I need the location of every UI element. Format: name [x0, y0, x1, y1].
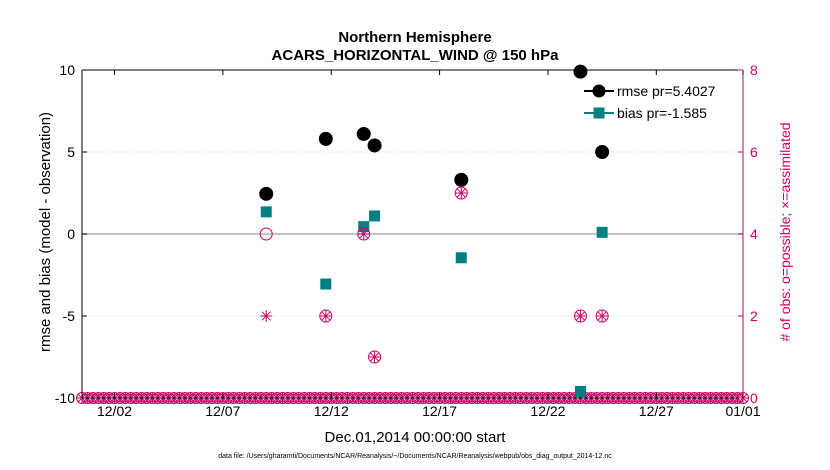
x-tick-label: 12/22 — [530, 403, 565, 419]
bias-point — [596, 226, 608, 238]
obs-assimilated-point — [319, 310, 332, 322]
obs-assimilated-point-stroke — [456, 188, 466, 198]
chart-title: Northern Hemisphere — [338, 29, 491, 46]
y-tick-label-right: 0 — [750, 390, 758, 406]
x-axis-label: Dec.01,2014 00:00:00 start — [325, 429, 507, 446]
y-axis-label-left: rmse and bias (model - observation) — [37, 112, 54, 352]
x-tick-label: 01/01 — [725, 403, 760, 419]
obs-assimilated-point-stroke — [261, 311, 271, 321]
obs-assimilated-point — [260, 310, 273, 322]
bias-point — [358, 221, 370, 233]
obs-assimilated-point-stroke — [369, 352, 380, 362]
legend-bias-marker — [593, 107, 605, 119]
y-tick-label-left: 0 — [67, 226, 75, 242]
series-obs_assimilated — [260, 187, 609, 363]
legend-rmse-marker — [592, 84, 606, 98]
obs-possible-point — [259, 227, 273, 241]
obs-assimilated-point — [368, 351, 381, 363]
series-bias — [260, 206, 608, 397]
y-tick-label-right: 6 — [750, 144, 758, 160]
rmse-point — [595, 145, 610, 159]
obs-assimilated-point — [357, 228, 370, 240]
data-file-caption: data file: /Users/gharamti/Documents/NCA… — [218, 453, 612, 460]
series-rmse — [259, 64, 610, 201]
y-axis-label-right: # of obs: o=possible; ×=assimilated — [777, 122, 793, 341]
x-tick-label: 12/17 — [422, 403, 457, 419]
y-tick-label-right: 4 — [750, 226, 758, 242]
obs-assimilated-point — [596, 310, 609, 322]
y-tick-label-right: 2 — [750, 308, 758, 324]
obs-assimilated-point-stroke — [575, 311, 586, 321]
rmse-point — [259, 186, 274, 201]
y-tick-label-left: 10 — [59, 62, 75, 78]
obs-assimilated-point-stroke — [321, 311, 331, 321]
axes-layer: 12/02 12/07 12/12 12/17 12/22 12/27 01/01 10 5 0 -… — [55, 62, 761, 419]
rmse-point — [318, 131, 333, 146]
obs-assimilated-point — [574, 310, 587, 322]
y-tick-label-right: 8 — [750, 62, 758, 78]
rmse-point — [367, 138, 382, 153]
x-tick-label: 12/27 — [639, 403, 674, 419]
legend-background — [580, 80, 730, 128]
y-tick-label-left: -10 — [55, 390, 75, 406]
bias-point — [574, 385, 586, 397]
chart-subtitle: ACARS_HORIZONTAL_WIND @ 150 hPa — [272, 47, 560, 64]
bias-point — [260, 206, 272, 218]
bias-point — [320, 278, 332, 290]
chart-legend: rmse pr=5.4027 bias pr=-1.585 — [580, 80, 730, 128]
legend-rmse-label: rmse pr=5.4027 — [617, 83, 716, 99]
bias-point — [369, 210, 381, 222]
rmse-point — [573, 64, 588, 79]
x-tick-label: 12/02 — [97, 403, 132, 419]
bias-point — [455, 252, 467, 264]
y-tick-label-left: -5 — [63, 308, 76, 324]
obs-assimilated-point-stroke — [359, 229, 369, 239]
obs-assimilated-point — [455, 187, 468, 199]
x-tick-label: 12/07 — [205, 403, 240, 419]
legend-bias-label: bias pr=-1.585 — [617, 105, 707, 121]
y-tick-label-left: 5 — [67, 144, 75, 160]
rmse-point — [356, 126, 371, 141]
rmse-point — [454, 172, 469, 187]
obs-assimilated-point-stroke — [597, 311, 607, 321]
x-tick-label: 12/12 — [314, 403, 349, 419]
